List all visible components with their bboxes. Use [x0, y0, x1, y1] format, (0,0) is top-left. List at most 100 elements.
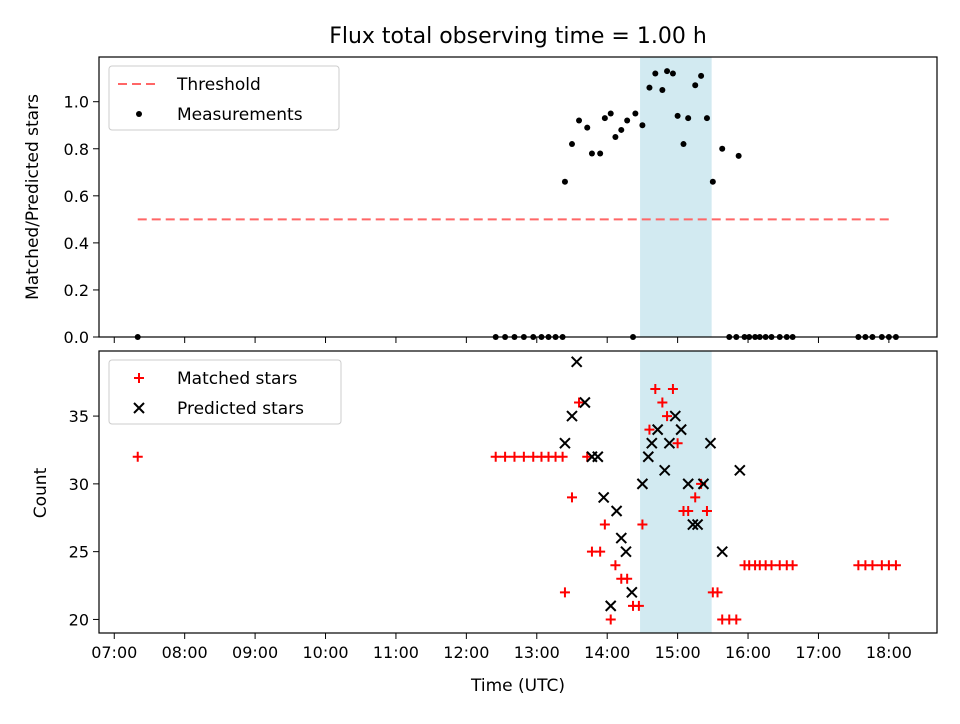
predicted-star-point	[626, 586, 638, 599]
measurement-point	[568, 141, 575, 148]
legend-box	[108, 359, 342, 425]
matched-star-point	[890, 560, 901, 571]
measurement-point	[607, 110, 614, 117]
predicted-star-point	[734, 464, 746, 477]
matched-star-point	[867, 560, 878, 571]
predicted-star-point	[687, 518, 699, 531]
plot-frame	[98, 56, 938, 338]
matched-star-point	[731, 614, 742, 625]
matched-star-point	[622, 573, 633, 584]
legend: Matched stars Predicted stars	[108, 359, 342, 425]
y-tick-label: 35	[69, 407, 89, 426]
predicted-star-point	[610, 505, 623, 517]
y-tick-label: 0.8	[64, 140, 89, 159]
predicted-star-point	[682, 478, 694, 490]
legend-measurement-swatch	[136, 111, 142, 117]
measurement-point	[584, 124, 591, 131]
matched-star-point	[610, 560, 621, 571]
measurement-point	[669, 70, 676, 77]
matched-star-point	[644, 424, 655, 435]
measurement-point	[735, 152, 742, 159]
y-tick-label: 25	[69, 543, 89, 562]
top-y-axis-label: Matched/Predicted stars	[23, 94, 43, 300]
measurement-point	[692, 82, 699, 89]
plot-frame	[98, 350, 938, 634]
matched-star-point	[683, 505, 694, 516]
measurement-point	[698, 72, 705, 79]
y-tick-label: 20	[69, 610, 89, 629]
matched-star-point	[662, 411, 673, 422]
measurement-point	[664, 68, 671, 75]
predicted-star-point	[566, 410, 578, 422]
predicted-star-point	[675, 423, 687, 436]
measurement-point	[576, 117, 583, 124]
predicted-star-point	[663, 437, 676, 449]
predicted-star-point	[704, 437, 717, 449]
matched-star-point	[566, 492, 577, 503]
predicted-star-point	[642, 451, 654, 463]
matched-star-point	[490, 451, 501, 462]
x-tick-label: 13:00	[514, 643, 560, 662]
predicted-star-point	[605, 600, 617, 612]
predicted-star-point	[579, 396, 591, 409]
measurement-point	[561, 178, 568, 185]
predicted-star-point	[691, 518, 704, 531]
x-tick-label: 07:00	[91, 643, 137, 662]
measurement-point	[632, 110, 639, 117]
x-tick-label: 17:00	[795, 643, 841, 662]
predicted-star-point	[570, 356, 583, 368]
matched-star-point	[509, 451, 520, 462]
x-tick-label: 10:00	[302, 643, 348, 662]
predicted-star-point	[636, 478, 649, 490]
predicted-star-point	[651, 423, 664, 436]
legend-label: Predicted stars	[177, 399, 304, 419]
legend-box	[108, 65, 340, 131]
predicted-star-point	[646, 437, 658, 449]
measurement-point	[674, 112, 681, 119]
x-axis-label: Time (UTC)	[470, 676, 565, 696]
legend-label: Matched stars	[177, 369, 297, 389]
predicted-star-point	[659, 464, 671, 477]
matched-star-point	[701, 505, 712, 516]
matched-star-point	[633, 600, 644, 611]
measurement-point	[719, 145, 726, 152]
predicted-star-point	[697, 478, 710, 490]
matched-star-point	[557, 451, 568, 462]
matched-star-point	[672, 438, 683, 449]
panel-ratio: 0.0 0.2 0.4 0.6 0.8 1.0 Threshold Measurements	[64, 56, 938, 347]
legend-label: Measurements	[177, 105, 303, 125]
measurement-point	[659, 86, 666, 93]
measurement-point	[680, 141, 687, 148]
measurement-point	[703, 115, 710, 122]
y-tick-label: 0.2	[64, 281, 89, 300]
matched-star-point	[657, 397, 668, 408]
matched-star-point	[518, 451, 529, 462]
legend-matched-swatch	[134, 373, 144, 383]
matched-star-point	[605, 614, 616, 625]
matched-star-point	[595, 546, 606, 557]
y-tick-label: 0.0	[64, 328, 89, 347]
legend-predicted-swatch	[133, 402, 145, 414]
measurement-point	[601, 115, 608, 122]
y-tick-label: 1.0	[64, 93, 89, 112]
x-tick-label: 14:00	[584, 643, 630, 662]
measurement-point	[685, 115, 692, 122]
measurement-point	[612, 134, 619, 140]
measurement-point	[588, 150, 595, 157]
predicted-star-point	[620, 545, 632, 558]
measurement-point	[652, 70, 659, 77]
measurement-point	[624, 117, 631, 124]
x-tick-label: 11:00	[373, 643, 419, 662]
legend: Threshold Measurements	[108, 65, 340, 131]
predicted-star-point	[716, 545, 728, 558]
x-tick-label: 12:00	[443, 643, 489, 662]
legend-label: Threshold	[176, 75, 261, 95]
measurement-point	[709, 178, 716, 185]
x-tick-label: 09:00	[232, 643, 278, 662]
matched-star-point	[667, 383, 678, 394]
x-tick-label: 08:00	[162, 643, 208, 662]
panel-count: 20 25 30 35 07:00 08:00 09:00 10:00 11:00 12:00 13…	[69, 350, 938, 662]
predicted-star-point	[597, 491, 610, 504]
